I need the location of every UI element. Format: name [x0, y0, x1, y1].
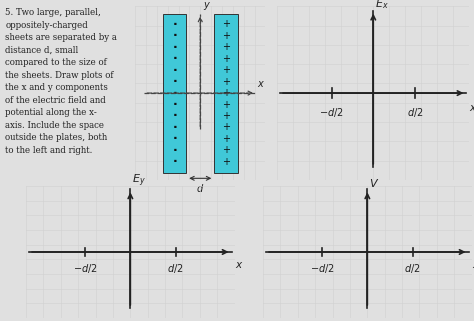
Bar [163, 14, 186, 173]
Text: ·: · [172, 132, 177, 145]
Text: +: + [222, 122, 230, 132]
Text: +: + [222, 88, 230, 98]
Text: +: + [222, 157, 230, 167]
Text: ·: · [172, 30, 177, 42]
Text: ·: · [172, 87, 177, 100]
Bar [214, 14, 237, 173]
Text: +: + [222, 20, 230, 30]
Text: $E_x$: $E_x$ [375, 0, 388, 11]
Text: $d/2$: $d/2$ [167, 262, 184, 275]
Text: ·: · [172, 144, 177, 157]
Text: 5. Two large, parallel,
oppositely-charged
sheets are separated by a
distance d,: 5. Two large, parallel, oppositely-charg… [5, 8, 117, 155]
Text: +: + [222, 134, 230, 144]
Text: +: + [222, 31, 230, 41]
Text: $x$: $x$ [469, 103, 474, 114]
Text: +: + [222, 54, 230, 64]
Text: +: + [222, 100, 230, 109]
Text: ·: · [172, 52, 177, 65]
Text: +: + [222, 111, 230, 121]
Text: ·: · [172, 41, 177, 54]
Text: ·: · [172, 155, 177, 168]
Text: ·: · [172, 75, 177, 88]
Text: $d/2$: $d/2$ [404, 262, 421, 275]
Text: ·: · [172, 98, 177, 111]
Text: +: + [222, 42, 230, 52]
Text: $-d/2$: $-d/2$ [73, 262, 97, 275]
Text: +: + [222, 77, 230, 87]
Text: $x$: $x$ [257, 79, 265, 89]
Text: $x$: $x$ [235, 260, 243, 270]
Text: $E_y$: $E_y$ [132, 173, 146, 189]
Text: ·: · [172, 64, 177, 77]
Text: $y$: $y$ [203, 0, 211, 12]
Text: $V$: $V$ [369, 178, 379, 189]
Text: $-d/2$: $-d/2$ [310, 262, 334, 275]
Text: ·: · [172, 121, 177, 134]
Text: +: + [222, 145, 230, 155]
Text: $x$: $x$ [472, 260, 474, 270]
Text: ·: · [172, 18, 177, 31]
Text: $d/2$: $d/2$ [407, 106, 423, 119]
Text: +: + [222, 65, 230, 75]
Text: ·: · [172, 109, 177, 122]
Text: $d$: $d$ [196, 182, 204, 194]
Text: $-d/2$: $-d/2$ [319, 106, 344, 119]
